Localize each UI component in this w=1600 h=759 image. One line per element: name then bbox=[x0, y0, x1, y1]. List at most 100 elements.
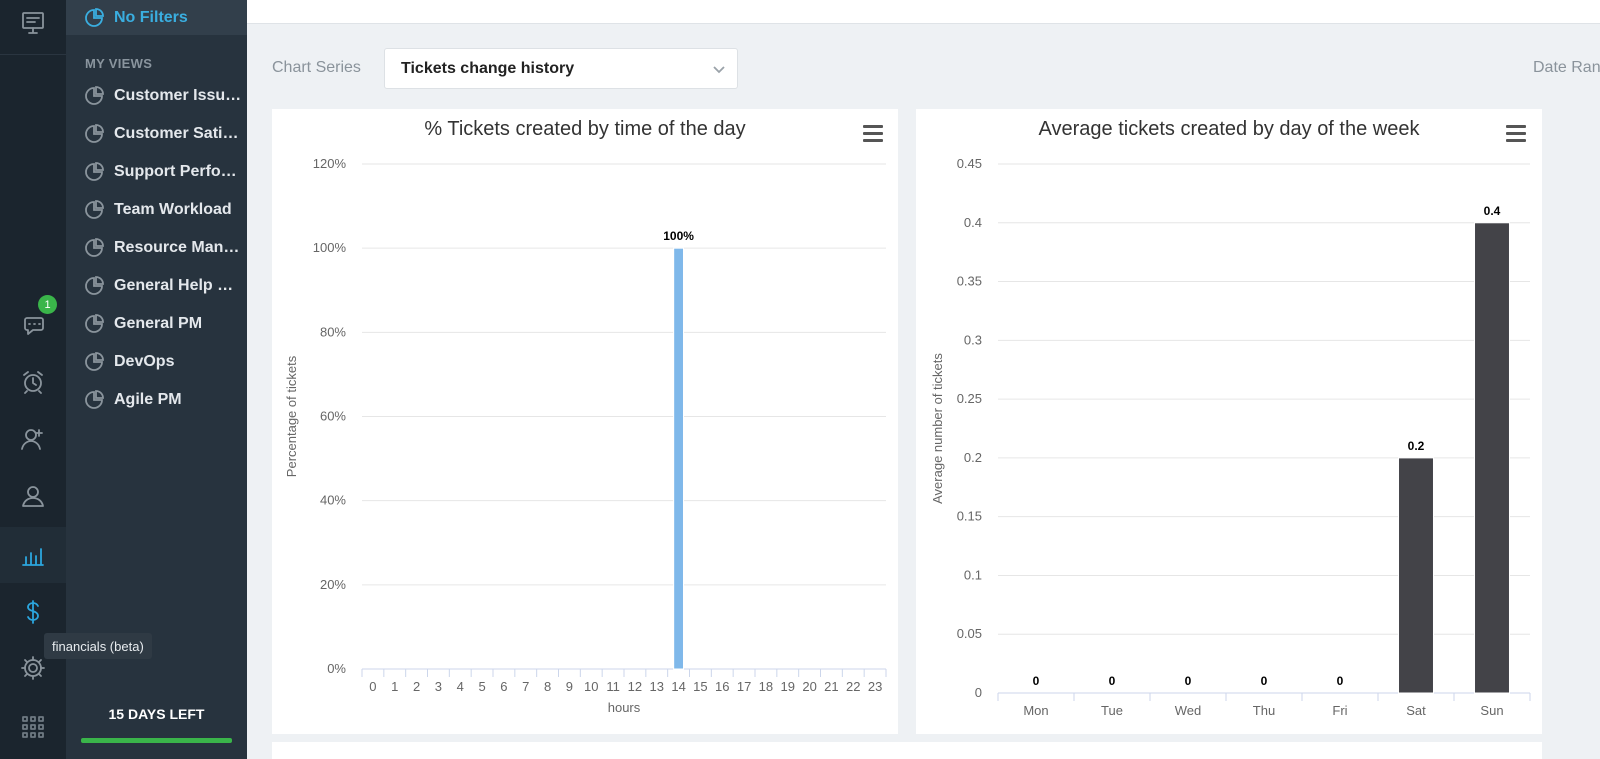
trial-days-left[interactable]: 15 DAYS LEFT bbox=[108, 706, 205, 722]
pie-chart-icon bbox=[84, 390, 104, 410]
data-label: 0 bbox=[1033, 674, 1040, 688]
pie-chart-icon bbox=[84, 238, 104, 258]
y-axis-label: Percentage of tickets bbox=[284, 355, 299, 477]
x-tick-label: 1 bbox=[391, 679, 398, 694]
menu-icon[interactable] bbox=[863, 125, 883, 143]
sidebar-item-label: DevOps bbox=[114, 353, 175, 370]
x-tick-label: 21 bbox=[824, 679, 838, 694]
sidebar-item[interactable]: General PM bbox=[66, 305, 247, 343]
x-tick-label: 22 bbox=[846, 679, 860, 694]
sidebar-item[interactable]: Resource Man… bbox=[66, 229, 247, 267]
sidebar-item-label: Agile PM bbox=[114, 391, 182, 408]
data-label: 100% bbox=[663, 229, 694, 243]
data-label: 0 bbox=[1261, 674, 1268, 688]
bar-chart-icon[interactable] bbox=[0, 527, 66, 583]
date-range-label: Date Ran bbox=[1533, 59, 1600, 76]
sidebar-item[interactable]: Customer Issues bbox=[66, 77, 247, 115]
chat-icon[interactable] bbox=[0, 296, 66, 352]
y-tick-label: 0.25 bbox=[957, 391, 982, 406]
sidebar-item-label: Customer Issues bbox=[114, 87, 242, 104]
x-tick-label: Tue bbox=[1101, 703, 1123, 718]
sidebar-item[interactable]: Team Workload bbox=[66, 191, 247, 229]
x-tick-label: Fri bbox=[1332, 703, 1347, 718]
x-tick-label: 19 bbox=[781, 679, 795, 694]
alarm-icon[interactable] bbox=[0, 354, 66, 410]
x-axis-label: hours bbox=[608, 700, 641, 715]
y-tick-label: 100% bbox=[313, 240, 347, 255]
y-tick-label: 0.45 bbox=[957, 156, 982, 171]
x-tick-label: 5 bbox=[478, 679, 485, 694]
pie-chart-icon bbox=[84, 314, 104, 334]
hours-chart-card: 0% 20% 40% 60% 80% 100% 120% Percentage of tick… bbox=[272, 109, 898, 734]
x-tick-label: 14 bbox=[671, 679, 685, 694]
y-tick-label: 0.15 bbox=[957, 509, 982, 524]
pie-chart-icon bbox=[84, 352, 104, 372]
chart-title: Average tickets created by day of the we… bbox=[1038, 118, 1420, 140]
presentation-icon[interactable] bbox=[0, 0, 66, 51]
x-tick-label: 11 bbox=[606, 679, 620, 694]
sidebar-item-no-filters[interactable]: No Filters bbox=[66, 0, 247, 35]
tooltip: financials (beta) bbox=[44, 633, 152, 659]
x-tick-label: Wed bbox=[1175, 703, 1202, 718]
x-tick-label: 8 bbox=[544, 679, 551, 694]
x-tick-label: 10 bbox=[584, 679, 598, 694]
notification-badge: 1 bbox=[38, 295, 57, 314]
top-bar bbox=[247, 0, 1600, 24]
chart-svg: 0% 20% 40% 60% 80% 100% 120% Percentage of tick… bbox=[284, 156, 887, 715]
y-tick-label: 0.35 bbox=[957, 274, 982, 289]
x-tick-label: 7 bbox=[522, 679, 529, 694]
x-tick-label: Mon bbox=[1023, 703, 1048, 718]
chevron-down-icon bbox=[711, 61, 727, 82]
data-label: 0 bbox=[1109, 674, 1116, 688]
x-tick-label: Sat bbox=[1406, 703, 1426, 718]
apps-grid-icon[interactable] bbox=[0, 699, 66, 755]
sidebar-item[interactable]: General Help D… bbox=[66, 267, 247, 305]
sidebar-item-label: Resource Man… bbox=[114, 239, 240, 256]
sidebar-item-label: Support Perfor… bbox=[114, 163, 242, 180]
rail-divider bbox=[0, 54, 66, 55]
y-tick-label: 0.1 bbox=[964, 567, 982, 582]
sidebar-item[interactable]: DevOps bbox=[66, 343, 247, 381]
x-tick-label: 0 bbox=[369, 679, 376, 694]
sidebar-item-label: Team Workload bbox=[114, 201, 232, 218]
x-tick-label: Sun bbox=[1480, 703, 1503, 718]
data-label: 0.4 bbox=[1484, 204, 1501, 218]
bar[interactable] bbox=[1474, 222, 1510, 694]
y-tick-label: 80% bbox=[320, 324, 346, 339]
chart-series-select[interactable]: Tickets change history bbox=[384, 48, 738, 89]
bar[interactable] bbox=[673, 247, 684, 670]
user-add-icon[interactable] bbox=[0, 411, 66, 467]
views-sidebar: No Filters MY VIEWS Customer Issues Custo… bbox=[66, 0, 247, 759]
sidebar-item-label: General PM bbox=[114, 315, 203, 332]
sidebar-item[interactable]: Support Perfor… bbox=[66, 153, 247, 191]
pie-chart-icon bbox=[84, 86, 104, 106]
x-tick-label: 16 bbox=[715, 679, 729, 694]
y-tick-label: 0.3 bbox=[964, 332, 982, 347]
chart-svg: 0 0.05 0.1 0.15 0.2 0.25 0.3 0.35 0.4 0.45 Average… bbox=[930, 156, 1531, 718]
y-tick-label: 0% bbox=[327, 661, 346, 676]
x-tick-label: 18 bbox=[759, 679, 773, 694]
data-label: 0.2 bbox=[1408, 439, 1425, 453]
pie-chart-icon bbox=[84, 276, 104, 296]
gear-icon[interactable] bbox=[0, 640, 66, 696]
y-tick-label: 60% bbox=[320, 409, 346, 424]
x-tick-label: 2 bbox=[413, 679, 420, 694]
my-views-heading: MY VIEWS bbox=[85, 56, 153, 71]
menu-icon[interactable] bbox=[1506, 125, 1526, 143]
x-tick-label: 13 bbox=[650, 679, 664, 694]
y-tick-label: 0.05 bbox=[957, 626, 982, 641]
x-tick-label: Thu bbox=[1253, 703, 1275, 718]
sidebar-item[interactable]: Customer Satis… bbox=[66, 115, 247, 153]
bar[interactable] bbox=[1398, 457, 1434, 694]
users-icon[interactable] bbox=[0, 468, 66, 524]
sidebar-item-label: Customer Satis… bbox=[114, 125, 242, 142]
y-tick-label: 0.2 bbox=[964, 450, 982, 465]
chart-title: % Tickets created by time of the day bbox=[424, 118, 746, 140]
dollar-icon[interactable] bbox=[0, 584, 66, 640]
data-label: 0 bbox=[1337, 674, 1344, 688]
next-card-edge bbox=[272, 742, 1542, 759]
pie-chart-icon bbox=[84, 162, 104, 182]
x-tick-label: 3 bbox=[435, 679, 442, 694]
sidebar-item[interactable]: Agile PM bbox=[66, 381, 247, 419]
y-axis-label: Average number of tickets bbox=[930, 353, 945, 504]
